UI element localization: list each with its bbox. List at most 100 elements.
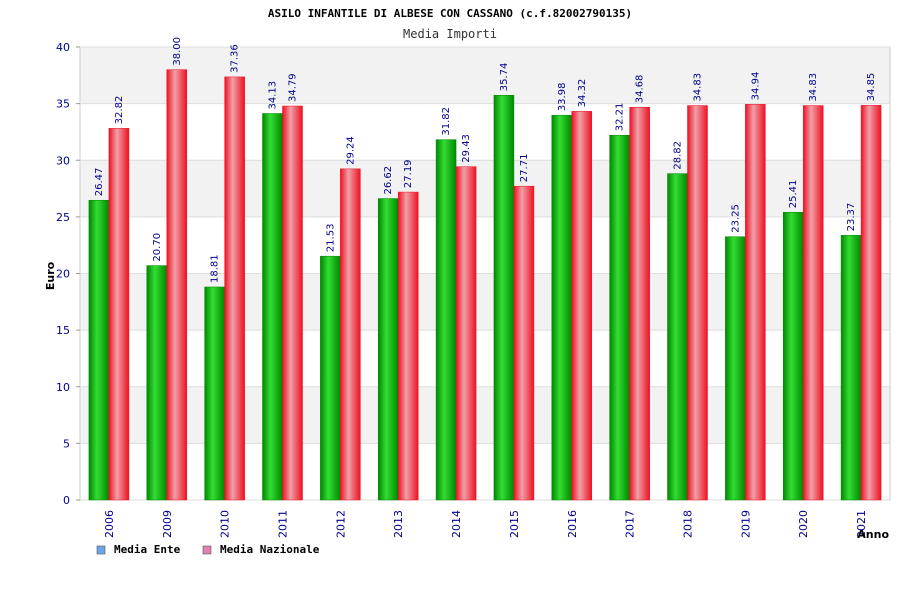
bar-media-nazionale bbox=[860, 105, 882, 501]
value-label-media-ente: 32.21 bbox=[615, 103, 626, 132]
bar-media-nazionale bbox=[687, 105, 708, 501]
value-label-media-ente: 23.37 bbox=[846, 203, 857, 232]
value-label-media-ente: 26.47 bbox=[94, 168, 105, 197]
bar-media-ente bbox=[435, 139, 457, 501]
x-tick-label: 2018 bbox=[682, 510, 695, 538]
value-label-media-nazionale: 37.36 bbox=[230, 44, 241, 73]
bar-media-ente bbox=[493, 94, 515, 501]
value-label-media-nazionale: 34.83 bbox=[808, 73, 819, 102]
y-tick-label: 25 bbox=[56, 211, 70, 224]
bar-media-nazionale bbox=[802, 105, 824, 501]
legend: Media Ente Media Nazionale bbox=[96, 543, 320, 556]
x-axis-ticks: 2006 2009 2010 2011 2012 2013 2014 2015 2016 2017… bbox=[103, 510, 868, 538]
value-label-media-nazionale: 34.94 bbox=[750, 72, 761, 101]
value-label-media-nazionale: 29.43 bbox=[461, 134, 472, 163]
bar-media-ente bbox=[551, 114, 573, 501]
value-label-media-nazionale: 27.19 bbox=[403, 159, 414, 188]
bar-media-nazionale bbox=[224, 76, 245, 501]
value-label-media-ente: 35.74 bbox=[499, 63, 510, 92]
plot-band bbox=[80, 330, 890, 387]
value-label-media-nazionale: 34.32 bbox=[577, 79, 588, 108]
x-tick-label: 2010 bbox=[219, 510, 232, 538]
legend-swatch-ente bbox=[96, 545, 106, 555]
value-label-media-nazionale: 34.85 bbox=[866, 73, 877, 102]
value-label-media-nazionale: 38.00 bbox=[172, 37, 183, 66]
x-tick-label: 2015 bbox=[508, 510, 521, 538]
chart-subtitle: Media Importi bbox=[403, 27, 497, 41]
value-label-media-ente: 31.82 bbox=[441, 107, 452, 136]
y-tick-label: 0 bbox=[63, 494, 70, 507]
plot-band bbox=[80, 47, 890, 104]
value-label-media-ente: 28.82 bbox=[673, 141, 684, 170]
value-label-media-nazionale: 34.79 bbox=[288, 73, 299, 102]
x-tick-label: 2019 bbox=[739, 510, 752, 538]
y-tick-label: 35 bbox=[56, 98, 70, 111]
bar-media-nazionale bbox=[629, 106, 650, 501]
x-tick-label: 2006 bbox=[103, 510, 116, 538]
bar-media-nazionale bbox=[571, 111, 593, 501]
legend-swatch-nazionale bbox=[202, 545, 212, 555]
value-label-media-nazionale: 29.24 bbox=[345, 136, 356, 165]
bar-media-ente bbox=[377, 198, 399, 501]
bar-media-ente bbox=[204, 286, 225, 501]
bar-media-ente bbox=[88, 199, 110, 501]
x-tick-label: 2017 bbox=[624, 510, 637, 538]
value-label-media-ente: 23.25 bbox=[730, 204, 741, 233]
value-label-media-ente: 34.13 bbox=[268, 81, 279, 110]
value-label-media-nazionale: 34.68 bbox=[635, 75, 646, 104]
bar-media-nazionale bbox=[745, 104, 766, 501]
x-tick-label: 2009 bbox=[161, 510, 174, 538]
x-tick-label: 2013 bbox=[392, 510, 405, 538]
bars bbox=[88, 69, 882, 501]
plot-band bbox=[80, 160, 890, 217]
bar-media-nazionale bbox=[108, 128, 130, 501]
x-tick-label: 2011 bbox=[277, 510, 290, 538]
plot-band bbox=[80, 103, 890, 161]
value-label-media-ente: 33.98 bbox=[557, 83, 568, 112]
y-tick-label: 40 bbox=[56, 41, 70, 54]
y-tick-label: 15 bbox=[56, 324, 70, 337]
value-label-media-ente: 25.41 bbox=[788, 180, 799, 209]
value-label-media-ente: 21.53 bbox=[325, 224, 336, 253]
y-axis-label: Euro bbox=[44, 261, 57, 290]
plot-band bbox=[80, 386, 890, 444]
bar-media-nazionale bbox=[455, 166, 477, 501]
plot-band bbox=[80, 273, 890, 331]
chart-title: ASILO INFANTILE DI ALBESE CON CASSANO (c… bbox=[268, 7, 632, 20]
bar-media-ente bbox=[840, 235, 862, 501]
y-tick-label: 5 bbox=[63, 437, 70, 450]
bar-media-ente bbox=[609, 134, 630, 501]
x-tick-label: 2021 bbox=[855, 510, 868, 538]
plot-band bbox=[80, 216, 890, 274]
value-label-media-nazionale: 27.71 bbox=[519, 154, 530, 183]
value-labels: 26.47 32.82 20.70 38.00 18.81 37.36 34.13 34.79… bbox=[94, 37, 877, 283]
bar-media-ente bbox=[725, 236, 746, 501]
value-label-media-ente: 20.70 bbox=[152, 233, 163, 262]
legend-label-nazionale: Media Nazionale bbox=[220, 543, 320, 556]
x-tick-label: 2014 bbox=[450, 510, 463, 538]
x-tick-label: 2012 bbox=[334, 510, 347, 538]
bar-media-nazionale bbox=[397, 191, 419, 501]
value-label-media-ente: 18.81 bbox=[210, 254, 221, 283]
y-tick-label: 10 bbox=[56, 381, 70, 394]
x-tick-label: 2016 bbox=[566, 510, 579, 538]
x-axis-label: Anno bbox=[857, 528, 889, 541]
y-tick-label: 20 bbox=[56, 268, 70, 281]
legend-label-ente: Media Ente bbox=[114, 543, 181, 556]
bar-media-nazionale bbox=[282, 105, 303, 501]
value-label-media-ente: 26.62 bbox=[383, 166, 394, 195]
value-label-media-nazionale: 32.82 bbox=[114, 96, 125, 125]
bar-media-ente bbox=[146, 265, 168, 501]
bar-media-nazionale bbox=[340, 168, 361, 501]
y-tick-label: 30 bbox=[56, 154, 70, 167]
bar-media-ente bbox=[262, 113, 283, 501]
plot-band bbox=[80, 443, 890, 500]
value-label-media-nazionale: 34.83 bbox=[693, 73, 704, 102]
bar-media-ente bbox=[667, 173, 688, 501]
bar-media-nazionale bbox=[166, 69, 188, 501]
x-tick-label: 2020 bbox=[797, 510, 810, 538]
y-axis-ticks: 0 5 10 15 20 25 30 35 40 bbox=[56, 41, 70, 507]
bar-media-ente bbox=[782, 211, 804, 501]
bar-media-ente bbox=[320, 255, 341, 501]
